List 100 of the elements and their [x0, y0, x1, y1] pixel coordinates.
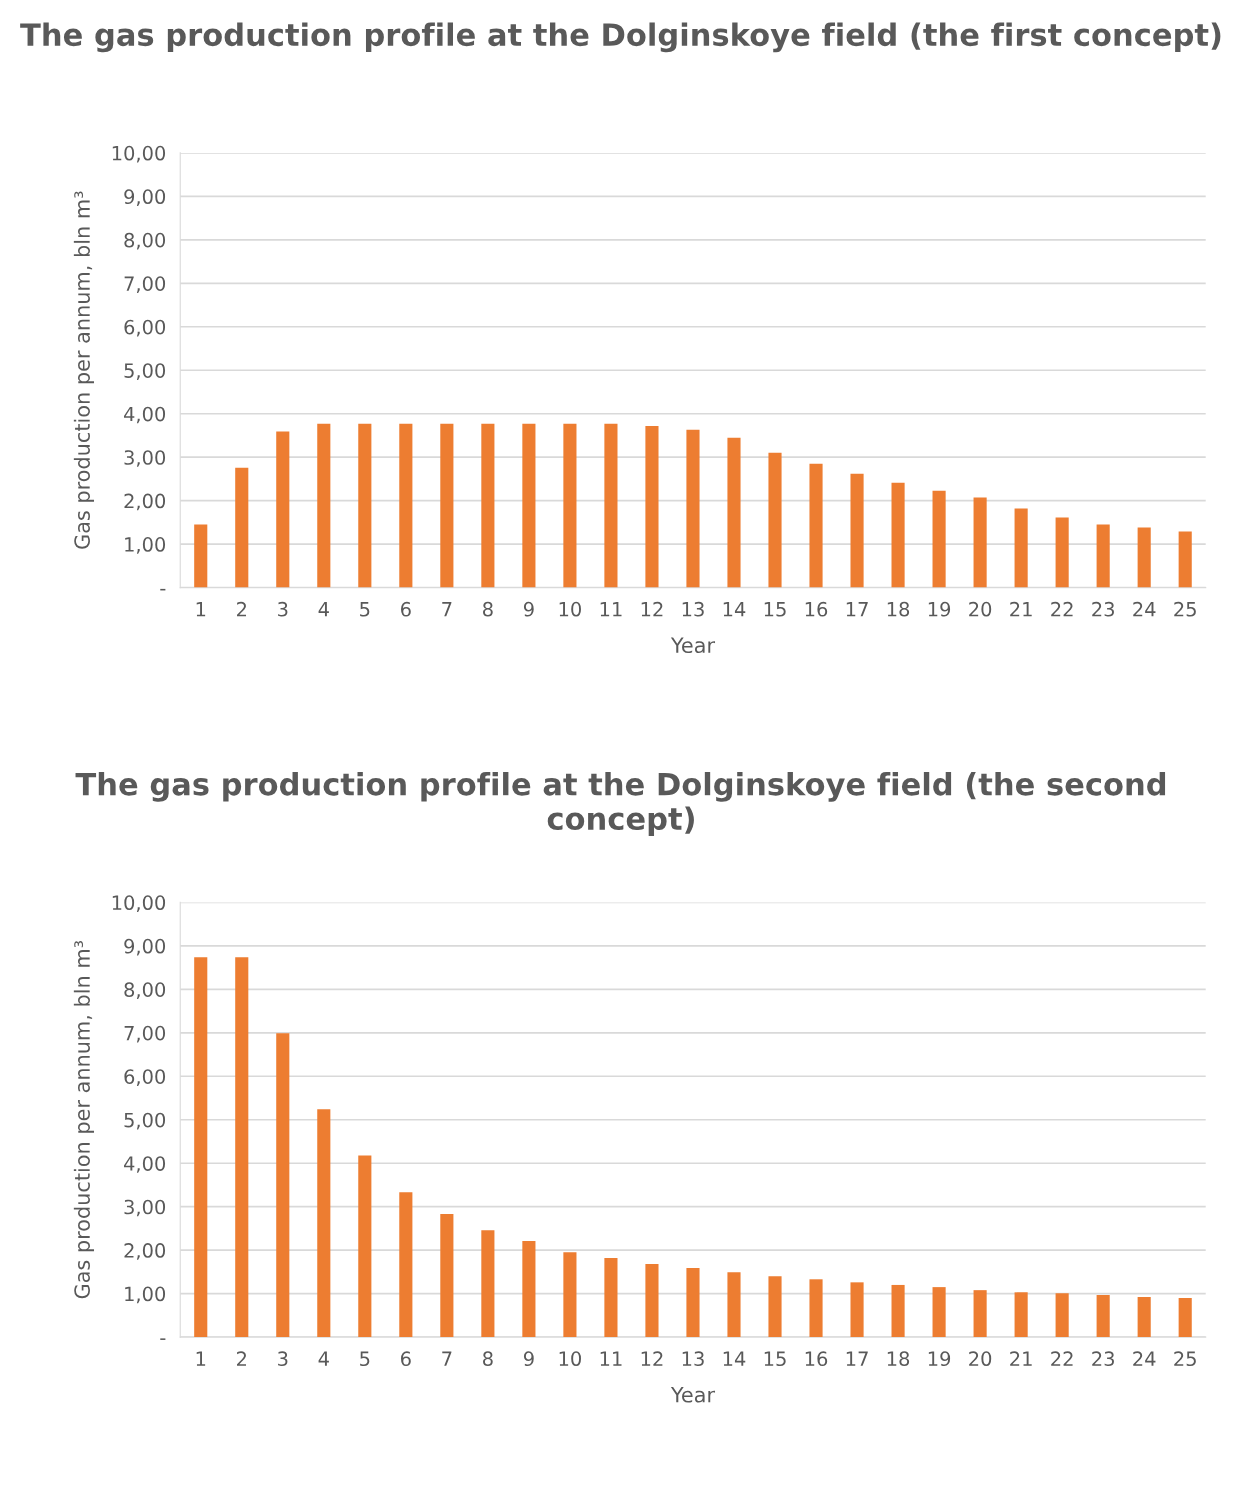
- x-tick-label: 24: [1133, 1351, 1156, 1366]
- bar: [317, 1109, 331, 1338]
- y-tick-label: 3,00: [124, 1199, 166, 1217]
- bar: [809, 1279, 823, 1338]
- x-axis-title: Year: [670, 637, 716, 654]
- y-tick-label: 3,00: [124, 450, 166, 467]
- y-tick-label: -: [160, 588, 166, 591]
- bar: [1178, 1297, 1192, 1338]
- y-axis-title: Gas production per annum, bln m³: [73, 191, 95, 549]
- y-tick-label: 5,00: [124, 1112, 166, 1130]
- y-tick-label: 9,00: [124, 938, 166, 956]
- y-tick-label: 4,00: [124, 1156, 166, 1173]
- x-tick-label: 12: [641, 601, 663, 617]
- x-tick-label: 12: [641, 1351, 663, 1366]
- x-tick-label: 13: [682, 601, 704, 617]
- bar: [932, 490, 946, 588]
- bar: [891, 482, 905, 588]
- bar: [276, 431, 290, 588]
- y-tick-label: 10,00: [112, 145, 166, 163]
- y-tick-label: 2,00: [124, 493, 166, 511]
- bar: [850, 473, 864, 588]
- bar: [891, 1284, 905, 1338]
- y-tick-label: 2,00: [124, 1243, 166, 1260]
- y-tick-label: 7,00: [124, 276, 166, 293]
- y-tick-label: 10,00: [112, 895, 166, 913]
- y-tick-label: 7,00: [124, 1025, 166, 1043]
- x-tick-label: 15: [764, 1351, 786, 1367]
- x-tick-label: 14: [723, 602, 746, 617]
- bar: [850, 1282, 864, 1338]
- x-tick-label: 2: [237, 601, 246, 617]
- x-tick-label: 20: [969, 1351, 992, 1367]
- bar: [440, 1214, 454, 1338]
- bar: [604, 423, 618, 588]
- x-tick-label: 4: [318, 602, 329, 617]
- bar: [276, 1033, 290, 1338]
- x-tick-label: 10: [559, 601, 581, 617]
- x-tick-label: 19: [928, 1351, 951, 1367]
- bar: [686, 429, 700, 588]
- chart-title: The gas production profile at the Dolginskoye field (the second concept): [75, 771, 1166, 837]
- bar: [1096, 1294, 1110, 1338]
- bar: [686, 1267, 700, 1338]
- x-tick-label: 21: [1010, 1351, 1032, 1366]
- bar: [1055, 517, 1069, 588]
- x-tick-label: 21: [1010, 601, 1032, 617]
- bar: [358, 423, 372, 588]
- y-tick-label: 1,00: [125, 537, 166, 554]
- bar: [645, 1264, 659, 1338]
- y-axis-title: Gas production per annum, bln m³: [73, 941, 95, 1299]
- bar: [1178, 531, 1192, 588]
- bar: [768, 452, 782, 588]
- bar: [727, 437, 741, 588]
- bar: [1014, 1292, 1028, 1338]
- bar: [481, 1230, 495, 1338]
- x-tick-label: 18: [887, 601, 910, 617]
- bar: [645, 425, 659, 588]
- bar: [399, 423, 413, 588]
- x-tick-label: 7: [442, 1351, 452, 1366]
- x-tick-label: 4: [318, 1351, 329, 1366]
- y-tick-label: 1,00: [125, 1286, 166, 1304]
- x-tick-label: 5: [360, 602, 370, 617]
- y-tick-label: 6,00: [124, 1069, 166, 1086]
- x-tick-label: 1: [196, 602, 206, 617]
- x-tick-label: 25: [1174, 601, 1196, 617]
- x-tick-label: 8: [483, 1351, 493, 1367]
- x-tick-label: 11: [600, 602, 622, 617]
- y-tick-label: 5,00: [124, 363, 166, 380]
- bar: [973, 497, 987, 588]
- x-tick-label: 7: [442, 602, 452, 617]
- bar: [1096, 524, 1110, 588]
- bar: [194, 957, 208, 1338]
- bar: [809, 463, 823, 588]
- bar: [1055, 1293, 1069, 1338]
- x-tick-label: 9: [523, 601, 534, 617]
- bar: [235, 467, 249, 588]
- bar: [727, 1272, 741, 1338]
- x-tick-label: 6: [401, 601, 411, 617]
- bar: [1137, 527, 1151, 588]
- bar: [481, 423, 495, 588]
- bar: [235, 957, 249, 1338]
- x-tick-label: 20: [969, 601, 992, 617]
- x-axis-title: Year: [670, 1387, 716, 1403]
- bar: [973, 1290, 987, 1338]
- x-tick-label: 5: [360, 1351, 370, 1367]
- x-tick-label: 24: [1133, 601, 1156, 617]
- bar: [563, 423, 577, 588]
- x-tick-label: 13: [682, 1351, 704, 1367]
- x-tick-label: 23: [1092, 1351, 1114, 1367]
- bar: [317, 423, 331, 588]
- bar: [604, 1257, 618, 1338]
- bar: [440, 423, 454, 588]
- x-tick-label: 3: [278, 601, 288, 617]
- bar: [768, 1276, 782, 1338]
- y-tick-label: 8,00: [124, 982, 166, 999]
- x-tick-label: 9: [523, 1351, 534, 1367]
- x-tick-label: 11: [600, 1351, 622, 1366]
- x-tick-label: 15: [764, 602, 786, 617]
- bar: [563, 1252, 577, 1338]
- y-tick-label: 9,00: [124, 189, 166, 207]
- x-tick-label: 17: [846, 602, 868, 617]
- x-tick-label: 18: [887, 1351, 910, 1367]
